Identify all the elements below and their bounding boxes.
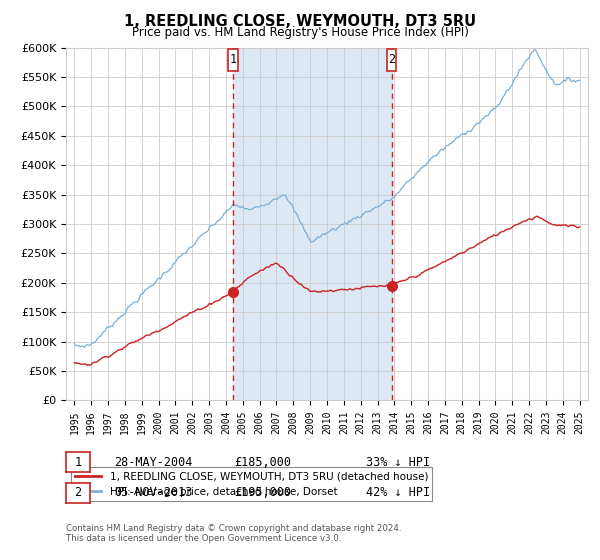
Text: £185,000: £185,000 [234,455,291,469]
Text: 33% ↓ HPI: 33% ↓ HPI [366,455,430,469]
Text: 28-MAY-2004: 28-MAY-2004 [114,455,193,469]
Text: Price paid vs. HM Land Registry's House Price Index (HPI): Price paid vs. HM Land Registry's House … [131,26,469,39]
FancyBboxPatch shape [387,49,397,71]
FancyBboxPatch shape [229,49,238,71]
Text: 2: 2 [388,53,395,67]
Text: 1: 1 [229,53,236,67]
Text: 05-NOV-2013: 05-NOV-2013 [114,486,193,500]
Bar [233,48,392,400]
Legend: 1, REEDLING CLOSE, WEYMOUTH, DT3 5RU (detached house), HPI: Average price, detac: 1, REEDLING CLOSE, WEYMOUTH, DT3 5RU (de… [71,468,433,501]
Text: This data is licensed under the Open Government Licence v3.0.: This data is licensed under the Open Gov… [66,534,341,543]
Text: 42% ↓ HPI: 42% ↓ HPI [366,486,430,500]
Text: 1: 1 [74,455,82,469]
Text: £195,000: £195,000 [234,486,291,500]
Text: 2: 2 [74,486,82,500]
Text: 1, REEDLING CLOSE, WEYMOUTH, DT3 5RU: 1, REEDLING CLOSE, WEYMOUTH, DT3 5RU [124,14,476,29]
Text: Contains HM Land Registry data © Crown copyright and database right 2024.: Contains HM Land Registry data © Crown c… [66,524,401,533]
